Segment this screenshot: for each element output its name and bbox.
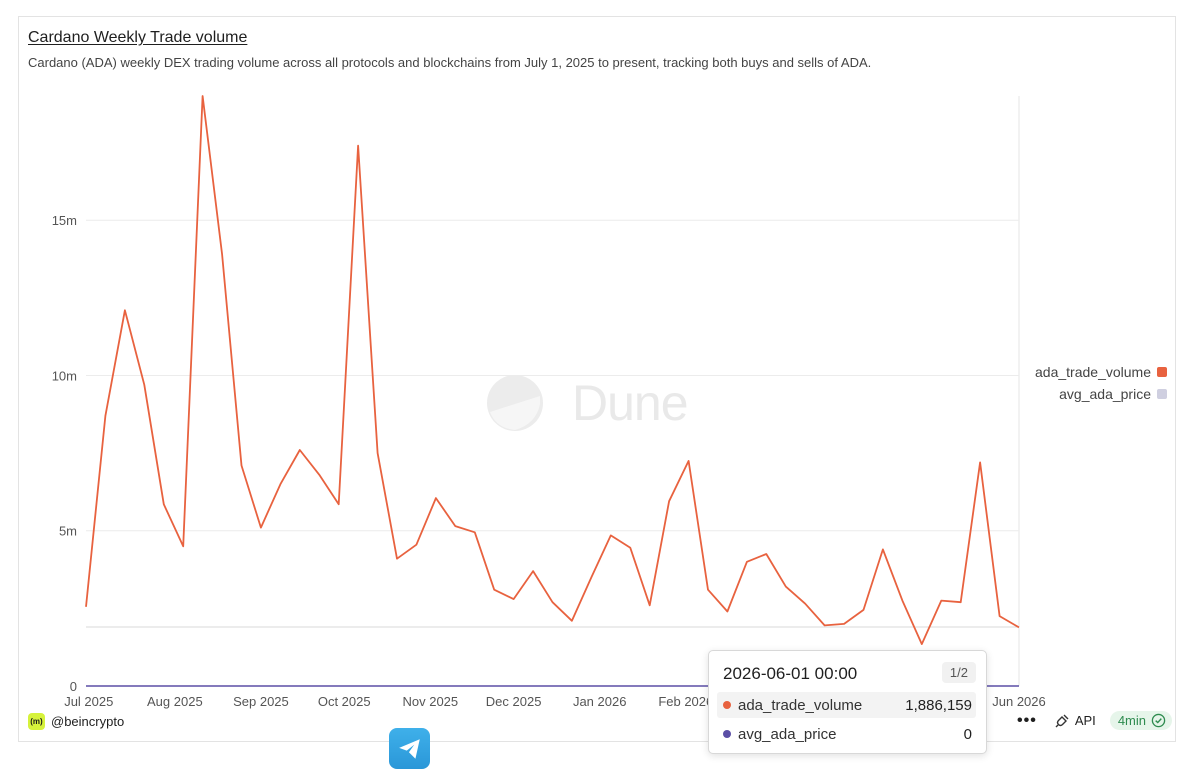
chart-subtitle: Cardano (ADA) weekly DEX trading volume … <box>28 55 872 70</box>
beincrypto-logo-icon: (m) <box>28 713 45 730</box>
x-tick-label: Sep 2025 <box>233 694 289 709</box>
chart-title[interactable]: Cardano Weekly Trade volume <box>28 29 248 46</box>
y-tick-label: 5m <box>59 524 77 539</box>
telegram-icon[interactable] <box>389 728 430 769</box>
footer-actions: ••• API 4min <box>1017 711 1172 730</box>
legend-label: avg_ada_price <box>1059 386 1151 402</box>
legend-item-avg-ada-price[interactable]: avg_ada_price <box>1035 383 1167 405</box>
legend-swatch <box>1157 367 1167 377</box>
series-layer <box>85 95 1020 687</box>
x-tick-label: Feb 2026 <box>658 694 713 709</box>
tooltip-value: 1,886,159 <box>905 696 972 714</box>
plug-icon <box>1055 714 1069 727</box>
x-tick-label: Aug 2025 <box>147 694 203 709</box>
x-tick-label: Jul 2025 <box>64 694 113 709</box>
tooltip-dot <box>723 701 731 709</box>
paper-plane-icon <box>398 738 420 759</box>
tooltip-date: 2026-06-01 00:00 <box>723 664 858 683</box>
tooltip-row: ada_trade_volume 1,886,159 <box>717 692 976 718</box>
tooltip-row: avg_ada_price 0 <box>717 721 976 747</box>
x-axis: Jul 2025 Aug 2025 Sep 2025 Oct 2025 Nov 2025… <box>64 694 1046 709</box>
y-tick-label: 0 <box>70 679 77 694</box>
api-label: API <box>1074 713 1096 728</box>
chart-card <box>18 16 1176 742</box>
refresh-badge[interactable]: 4min <box>1109 711 1172 730</box>
more-icon[interactable]: ••• <box>1017 711 1037 729</box>
y-tick-label: 10m <box>52 368 77 383</box>
legend: ada_trade_volume avg_ada_price <box>1035 361 1167 405</box>
tooltip-page[interactable]: 1/2 <box>941 662 976 683</box>
series-ada-trade-volume[interactable] <box>85 95 1020 645</box>
author-link[interactable]: (m) @beincrypto <box>28 713 124 730</box>
y-axis: 0 5m 10m 15m <box>52 213 77 694</box>
dune-logo-icon <box>487 375 543 431</box>
x-tick-label: Nov 2025 <box>402 694 458 709</box>
refresh-time: 4min <box>1117 713 1146 728</box>
chart-tooltip: 2026-06-01 00:00 1/2 ada_trade_volume 1,… <box>708 650 987 754</box>
tooltip-value: 0 <box>963 725 972 743</box>
x-tick-label: Jan 2026 <box>573 694 627 709</box>
x-tick-label: Oct 2025 <box>318 694 371 709</box>
watermark-text: Dune <box>572 375 689 431</box>
legend-item-ada-trade-volume[interactable]: ada_trade_volume <box>1035 361 1167 383</box>
tooltip-dot <box>723 730 731 738</box>
tooltip-series-name: avg_ada_price <box>738 725 837 743</box>
legend-label: ada_trade_volume <box>1035 364 1151 380</box>
x-tick-label: Jun 2026 <box>992 694 1046 709</box>
x-tick-label: Dec 2025 <box>486 694 542 709</box>
grid <box>86 96 1020 686</box>
tooltip-series-name: ada_trade_volume <box>738 696 863 714</box>
dune-watermark: Dune <box>486 374 689 432</box>
check-badge-icon <box>1151 713 1166 728</box>
legend-swatch <box>1157 389 1167 399</box>
y-tick-label: 15m <box>52 213 77 228</box>
api-button[interactable]: API <box>1055 713 1096 728</box>
author-name: @beincrypto <box>51 714 125 729</box>
